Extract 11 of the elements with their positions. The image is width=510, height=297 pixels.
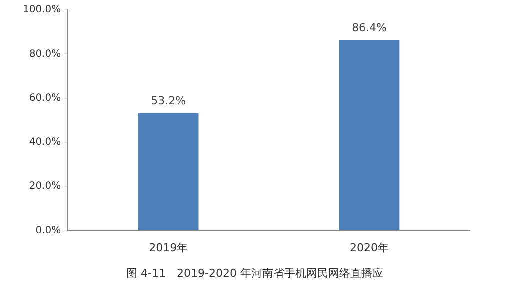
data-label: 53.2% <box>151 94 186 108</box>
data-label: 86.4% <box>352 21 388 34</box>
x-tick-label: 2019年 <box>149 241 188 254</box>
y-tick-label: 60.0% <box>29 92 62 104</box>
y-tick-label: 40.0% <box>29 137 62 148</box>
y-tick-label: 80.0% <box>29 48 62 60</box>
y-tick-label: 20.0% <box>29 181 62 192</box>
y-tick-label: 100.0% <box>22 4 62 16</box>
caption: 图 4-11 2019-2020 年河南省手机网民网络直播应 <box>126 266 384 281</box>
x-tick-label: 2020年 <box>350 241 390 254</box>
y-tick-label: 0.0% <box>36 225 62 236</box>
